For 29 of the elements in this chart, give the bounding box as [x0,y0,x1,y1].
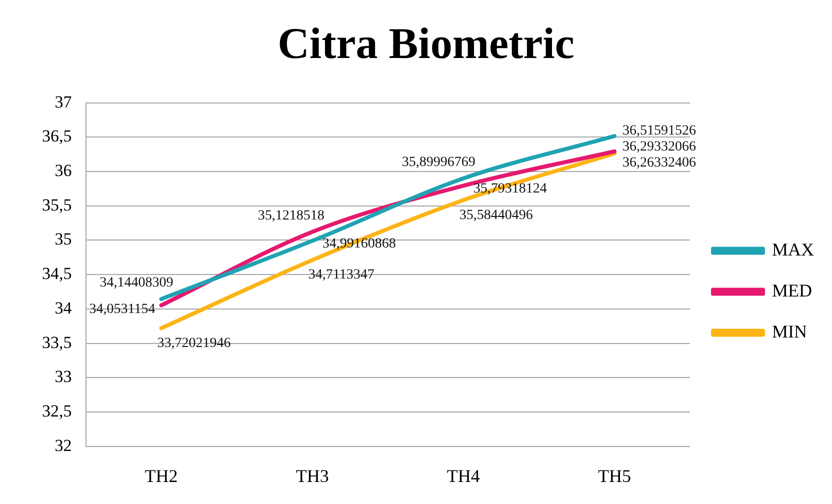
chart-title: Citra Biometric [278,18,574,68]
y-tick-label: 33,5 [42,332,72,352]
data-label: 35,89996769 [402,155,476,170]
x-tick-label: TH3 [296,466,329,486]
y-tick-label: 36 [54,160,72,180]
data-label: 34,14408309 [100,276,174,291]
data-label: 35,1218518 [258,208,324,224]
y-tick-label: 35,5 [42,195,72,214]
legend-label: MAX [772,240,814,260]
y-tick-label: 32 [54,436,72,455]
x-tick-label: TH5 [598,466,631,486]
y-tick-label: 35 [54,230,72,249]
y-tick-label: 32,5 [42,402,72,421]
y-tick-label: 36,5 [42,126,72,146]
y-tick-label: 37 [54,92,72,112]
data-label: 36,26332406 [622,156,696,171]
data-label: 36,51591526 [622,124,696,139]
legend-label: MIN [772,322,807,342]
data-label: 33,72021946 [157,336,231,351]
y-tick-label: 34,5 [42,264,72,284]
x-tick-label: TH2 [144,466,178,486]
y-tick-label: 33 [54,367,72,386]
data-label: 34,0531154 [89,302,156,317]
data-label: 35,58440496 [459,208,533,223]
data-label: 36,29332066 [622,140,696,155]
y-tick-label: 34 [54,298,72,318]
legend-label: MED [772,280,812,301]
x-tick-label: TH4 [446,466,480,486]
data-label: 34,7113347 [308,268,374,283]
